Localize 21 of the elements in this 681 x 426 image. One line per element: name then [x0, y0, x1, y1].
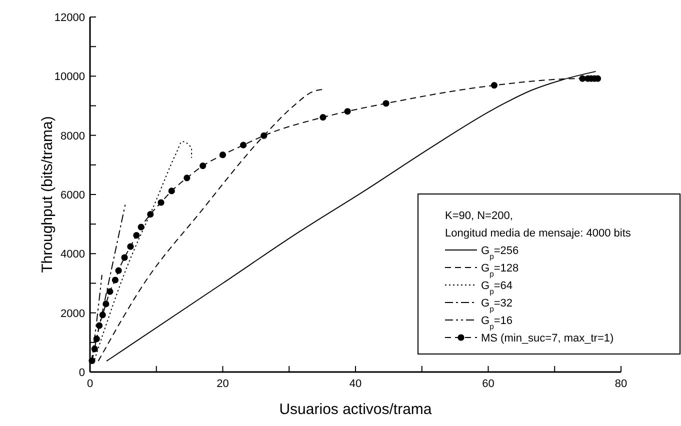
- y-tick-label: 2000: [60, 308, 85, 320]
- y-tick-label: 8000: [60, 130, 85, 142]
- y-tick-label: 4000: [60, 248, 85, 261]
- x-tick-label: 0: [86, 378, 94, 390]
- legend-label: G$_{p}$=64: [481, 280, 513, 296]
- x-axis-title: Usuarios activos/trama: [279, 401, 432, 418]
- legend-title: K=90, N=200, Longitud media de mensaje: 4000 bits: [445, 210, 632, 240]
- legend-label: G$_{p}$=128: [481, 262, 519, 278]
- x-tick-label: 40: [349, 378, 362, 390]
- x-tick-label: 20: [216, 378, 229, 390]
- y-axis-title: Throughput (bits/trama): [39, 116, 56, 273]
- y-tick-label: 6000: [60, 190, 85, 202]
- legend-label: MS (min_suc=7, max_tr=1): [481, 332, 614, 344]
- legend-label: G$_{p}$=32: [481, 298, 513, 313]
- y-tick-label: 10000: [54, 71, 85, 84]
- y-tick-label: 0: [78, 367, 85, 379]
- legend-label: G$_{p}$=256: [481, 245, 519, 260]
- x-tick-label: 80: [614, 378, 628, 390]
- x-tick-label: 60: [482, 378, 494, 390]
- legend-label: G$_{p}$=16: [481, 315, 513, 330]
- y-tick-label: 12000: [54, 12, 85, 24]
